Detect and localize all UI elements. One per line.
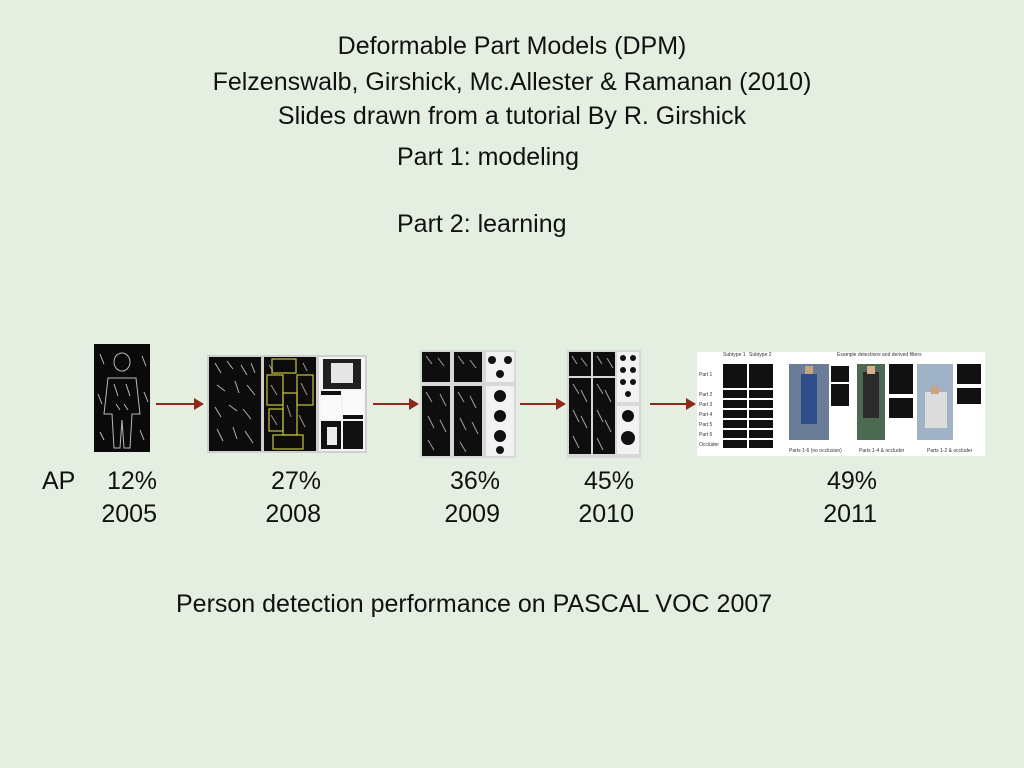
timeline-entry-2011: 49% 2011: [809, 465, 877, 531]
fig-subtype1: Subtype 1: [723, 352, 746, 358]
fig-row-label: Part 6: [699, 432, 713, 438]
fig-row-label: Occluder: [699, 442, 720, 448]
fig-row-labels: Part 1 Part 2 Part 3 Part 4 Part 5 Part …: [699, 370, 719, 450]
arrow-1: [156, 398, 204, 410]
fig-subtype2: Subtype 2: [749, 352, 772, 358]
ap-value: 45%: [583, 467, 634, 495]
ap-label: AP: [42, 467, 76, 495]
year-value: 2008: [265, 500, 321, 528]
dpm-mixture-2009: [420, 350, 516, 458]
grammar-detections-image: [697, 352, 985, 456]
part-2-label: Part 2: learning: [397, 210, 567, 238]
ap-value: 27%: [270, 467, 321, 495]
fig-row-label: Part 5: [699, 422, 713, 428]
hog-person-image: [94, 344, 150, 452]
arrow-3: [520, 398, 566, 410]
fig-caption: Parts 1-6 (no occlusion): [789, 448, 842, 454]
timeline-entry-2008: 27% 2008: [257, 465, 321, 531]
fig-caption: Parts 1-4 & occluder: [859, 448, 905, 454]
slide-authors: Felzenswalb, Girshick, Mc.Allester & Ram…: [212, 68, 812, 96]
ap-value: 36%: [449, 467, 500, 495]
timeline-entry-2009: 36% 2009: [436, 465, 500, 531]
grammar-figure-2011: Subtype 1 Subtype 2 Example detections a…: [697, 352, 985, 456]
dpm-cascade-image: [567, 350, 641, 458]
fig-row-label: Part 3: [699, 402, 713, 408]
hog-template-2005: [94, 344, 150, 452]
year-value: 2009: [444, 500, 500, 528]
fig-caption: Parts 1-2 & occluder: [927, 448, 973, 454]
slide-credit: Slides drawn from a tutorial By R. Girsh…: [277, 102, 747, 130]
part-1-label: Part 1: modeling: [397, 143, 580, 171]
dpm-filters-image: [207, 355, 367, 453]
fig-row-label: Part 4: [699, 412, 713, 418]
dpm-mixture-2010: [567, 350, 641, 458]
ap-value: 49%: [826, 467, 877, 495]
ap-value: 12%: [106, 467, 157, 495]
fig-header: Example detections and derived filters: [837, 352, 922, 358]
fig-row-label: Part 1: [699, 372, 713, 378]
timeline-entry-2010: 45% 2010: [568, 465, 634, 531]
slide-footer: Person detection performance on PASCAL V…: [176, 590, 773, 618]
year-value: 2005: [101, 500, 157, 528]
year-value: 2011: [823, 500, 877, 528]
fig-row-label: Part 2: [699, 392, 713, 398]
timeline-entry-2005: 12% 2005: [95, 465, 157, 531]
dpm-model-2008: [207, 355, 367, 453]
year-value: 2010: [578, 500, 634, 528]
slide-title: Deformable Part Models (DPM): [337, 32, 687, 60]
arrow-4: [650, 398, 696, 410]
dpm-mixture-image: [420, 350, 516, 458]
arrow-2: [373, 398, 419, 410]
